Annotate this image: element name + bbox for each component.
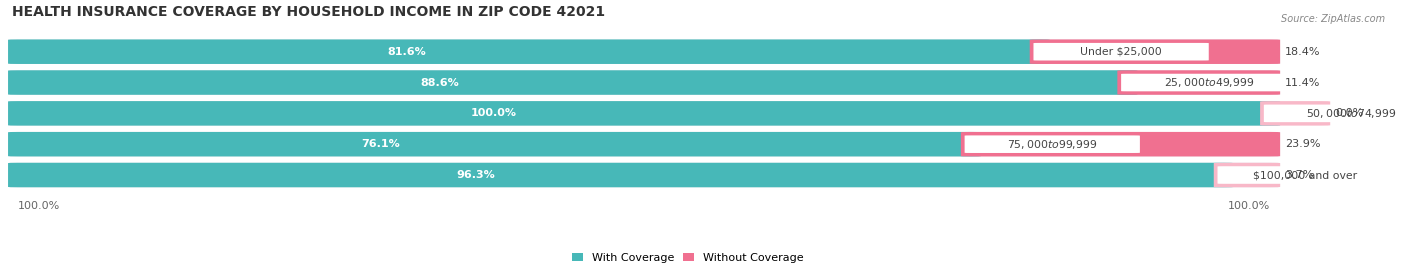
Text: 81.6%: 81.6% xyxy=(387,47,426,57)
FancyBboxPatch shape xyxy=(965,135,1140,153)
Text: 23.9%: 23.9% xyxy=(1285,139,1320,149)
Text: 76.1%: 76.1% xyxy=(361,139,399,149)
Text: 3.7%: 3.7% xyxy=(1285,170,1313,180)
Text: $25,000 to $49,999: $25,000 to $49,999 xyxy=(1164,76,1254,89)
Text: $100,000 and over: $100,000 and over xyxy=(1253,170,1357,180)
FancyBboxPatch shape xyxy=(1029,39,1279,64)
Text: 100.0%: 100.0% xyxy=(471,108,517,118)
Text: 88.6%: 88.6% xyxy=(420,77,458,87)
Text: 11.4%: 11.4% xyxy=(1285,77,1320,87)
Text: Source: ZipAtlas.com: Source: ZipAtlas.com xyxy=(1281,14,1385,23)
FancyBboxPatch shape xyxy=(1213,163,1279,187)
FancyBboxPatch shape xyxy=(8,39,1050,64)
FancyBboxPatch shape xyxy=(1033,43,1209,60)
FancyBboxPatch shape xyxy=(8,101,1279,126)
Text: Under $25,000: Under $25,000 xyxy=(1080,47,1161,57)
FancyBboxPatch shape xyxy=(1118,70,1279,95)
FancyBboxPatch shape xyxy=(1218,166,1393,184)
FancyBboxPatch shape xyxy=(960,132,1279,156)
Legend: With Coverage, Without Coverage: With Coverage, Without Coverage xyxy=(572,253,804,263)
FancyBboxPatch shape xyxy=(8,39,1279,64)
Text: $75,000 to $99,999: $75,000 to $99,999 xyxy=(1007,138,1098,151)
FancyBboxPatch shape xyxy=(8,163,1279,187)
Text: 100.0%: 100.0% xyxy=(1227,201,1270,211)
FancyBboxPatch shape xyxy=(8,132,981,156)
FancyBboxPatch shape xyxy=(1260,101,1330,126)
FancyBboxPatch shape xyxy=(8,70,1279,95)
FancyBboxPatch shape xyxy=(8,132,1279,156)
Text: 18.4%: 18.4% xyxy=(1285,47,1320,57)
FancyBboxPatch shape xyxy=(1121,74,1296,91)
Text: HEALTH INSURANCE COVERAGE BY HOUSEHOLD INCOME IN ZIP CODE 42021: HEALTH INSURANCE COVERAGE BY HOUSEHOLD I… xyxy=(11,5,605,19)
FancyBboxPatch shape xyxy=(8,70,1137,95)
Text: 0.0%: 0.0% xyxy=(1336,108,1364,118)
Text: 100.0%: 100.0% xyxy=(18,201,60,211)
FancyBboxPatch shape xyxy=(1264,104,1406,122)
Text: 96.3%: 96.3% xyxy=(457,170,496,180)
FancyBboxPatch shape xyxy=(8,101,1279,126)
Text: $50,000 to $74,999: $50,000 to $74,999 xyxy=(1306,107,1396,120)
FancyBboxPatch shape xyxy=(8,163,1234,187)
